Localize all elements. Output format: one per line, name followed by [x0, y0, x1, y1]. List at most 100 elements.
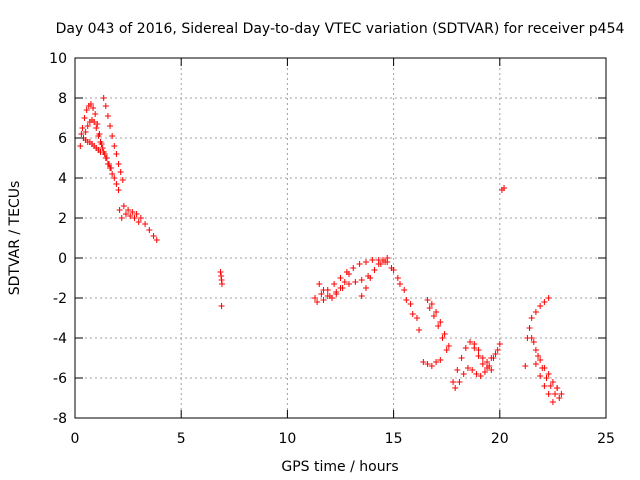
- data-point: [403, 297, 410, 303]
- data-point: [441, 331, 448, 337]
- data-point: [537, 373, 544, 379]
- data-point: [118, 215, 125, 221]
- data-point: [105, 161, 112, 167]
- data-point: [314, 299, 321, 305]
- data-point: [454, 367, 461, 373]
- data-point: [109, 133, 116, 139]
- data-point: [115, 161, 122, 167]
- data-point: [456, 379, 463, 385]
- y-tick-label: 6: [58, 131, 67, 147]
- data-point: [356, 261, 363, 267]
- data-point: [460, 371, 467, 377]
- data-point: [552, 391, 559, 397]
- data-point: [528, 315, 535, 321]
- data-point: [430, 313, 437, 319]
- data-point: [345, 281, 352, 287]
- data-point: [543, 375, 550, 381]
- data-point: [481, 369, 488, 375]
- data-point: [119, 177, 126, 183]
- data-point: [95, 133, 102, 139]
- data-point: [108, 165, 115, 171]
- data-point: [554, 385, 561, 391]
- data-point: [217, 269, 224, 275]
- y-tick-label: 0: [58, 251, 67, 267]
- data-point: [541, 365, 548, 371]
- data-point: [433, 309, 440, 315]
- y-tick-label: 10: [49, 51, 67, 67]
- data-point: [358, 277, 365, 283]
- data-point: [103, 155, 110, 161]
- data-point: [350, 265, 357, 271]
- series-arc-e3: [316, 271, 352, 301]
- data-point: [471, 345, 478, 351]
- data-point: [522, 363, 529, 369]
- data-point: [490, 355, 497, 361]
- data-point: [82, 129, 89, 135]
- data-point: [547, 383, 554, 389]
- data-point: [424, 297, 431, 303]
- data-point: [545, 391, 552, 397]
- data-point: [462, 345, 469, 351]
- data-point: [532, 361, 539, 367]
- data-point: [87, 101, 94, 107]
- data-point: [369, 257, 376, 263]
- data-point: [496, 341, 503, 347]
- data-point: [102, 103, 109, 109]
- data-point: [526, 325, 533, 331]
- data-point: [439, 335, 446, 341]
- data-point: [501, 185, 508, 191]
- series-arc-c: [116, 203, 160, 243]
- data-point: [146, 227, 153, 233]
- data-point: [549, 379, 556, 385]
- data-point: [100, 95, 107, 101]
- data-point: [84, 123, 91, 129]
- data-point: [530, 339, 537, 345]
- y-tick-label: -6: [53, 371, 67, 387]
- series-arc-a: [77, 101, 122, 193]
- series-arc-g2: [426, 305, 450, 353]
- data-point: [333, 291, 340, 297]
- data-point: [484, 365, 491, 371]
- y-tick-label: 4: [58, 171, 67, 187]
- data-point: [135, 219, 142, 225]
- data-point: [104, 113, 111, 119]
- chart-title: Day 043 of 2016, Sidereal Day-to-day VTE…: [56, 21, 625, 37]
- data-point: [362, 285, 369, 291]
- series-arc-a3: [78, 131, 104, 155]
- data-point: [153, 237, 160, 243]
- data-point: [445, 343, 452, 349]
- data-point: [394, 275, 401, 281]
- data-point: [371, 267, 378, 273]
- series-arc-j: [522, 295, 552, 369]
- axis-ticks: 0 5 10 15 20 25 -8 -6 -4 -2 0 2 4 6 8 10: [49, 51, 615, 447]
- data-point: [101, 151, 108, 157]
- data-point: [433, 359, 440, 365]
- data-point: [107, 123, 114, 129]
- data-point: [379, 257, 386, 263]
- data-point: [549, 399, 556, 405]
- data-point: [142, 221, 149, 227]
- y-tick-label: -2: [53, 291, 67, 307]
- data-point: [458, 355, 465, 361]
- data-point: [92, 111, 99, 117]
- y-axis-title: SDTVAR / TECUs: [7, 181, 23, 296]
- data-point: [352, 279, 359, 285]
- data-point: [428, 363, 435, 369]
- data-point: [477, 373, 484, 379]
- x-tick-label: 25: [597, 431, 615, 447]
- data-point: [362, 259, 369, 265]
- y-tick-label: 8: [58, 91, 67, 107]
- data-point: [131, 215, 138, 221]
- data-point: [329, 295, 336, 301]
- data-point: [91, 119, 98, 125]
- data-point: [484, 359, 491, 365]
- data-point: [475, 353, 482, 359]
- data-point: [97, 149, 104, 155]
- data-point: [435, 323, 442, 329]
- series-arc-c2: [118, 211, 142, 225]
- data-point: [443, 347, 450, 353]
- series-arc-e4: [358, 255, 391, 299]
- data-point: [337, 285, 344, 291]
- data-point: [407, 301, 414, 307]
